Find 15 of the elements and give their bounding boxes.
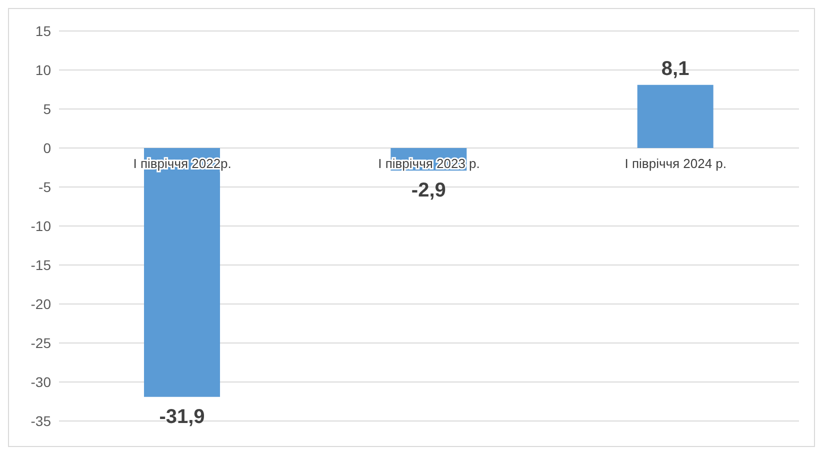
y-tick-label: -25 — [30, 334, 52, 351]
y-tick-label: -20 — [30, 296, 52, 312]
y-tick-label: -30 — [30, 374, 52, 390]
y-tick-label: 5 — [43, 100, 52, 117]
y-tick-label: -15 — [30, 256, 52, 273]
y-tick-label: -5 — [38, 178, 52, 195]
y-tick-label: -10 — [30, 218, 52, 234]
y-tick-label: 15 — [35, 22, 52, 39]
data-label: -31,9 — [159, 406, 205, 428]
y-tick-label: 0 — [43, 140, 52, 156]
y-tick-label: -35 — [30, 412, 52, 429]
data-label: 8,1 — [661, 58, 690, 80]
data-label: -2,9 — [411, 180, 446, 202]
y-tick-label: 10 — [35, 62, 52, 78]
x-tick-label: І півріччя 2024 р. — [624, 156, 727, 171]
